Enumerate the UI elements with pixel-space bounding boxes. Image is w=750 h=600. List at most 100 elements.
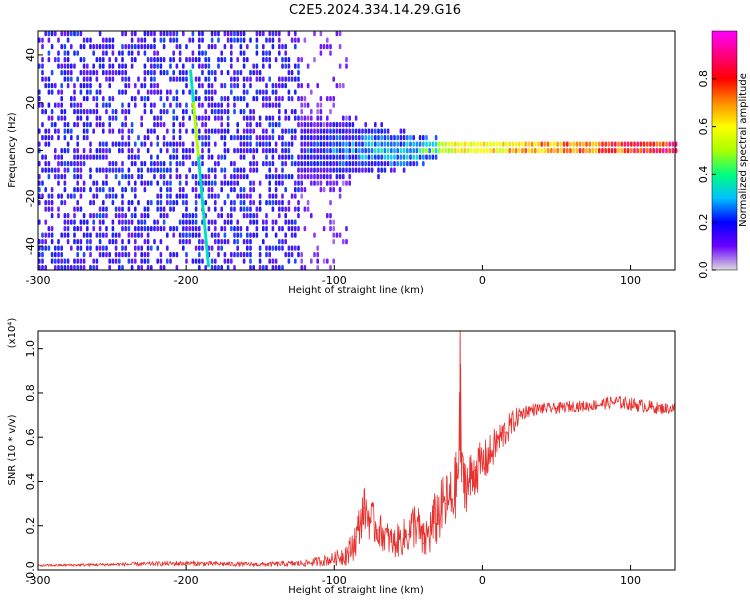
spectrogram-cell [73, 96, 76, 102]
spectrogram-y-axis-label: Frequency (Hz) [7, 112, 18, 188]
spectrogram-cell [220, 96, 223, 102]
spectrogram-cell [332, 219, 335, 225]
spectrogram-cell [153, 70, 156, 76]
spectrogram-cell [230, 200, 233, 206]
spectrogram-cell [98, 89, 102, 95]
spectrogram-cell [233, 206, 236, 212]
spectrogram-cell [239, 167, 243, 173]
spectrogram-cell [134, 252, 137, 258]
y-tick-label: 0.4 [24, 473, 37, 491]
spectrogram-cell [188, 232, 191, 238]
spectrogram-cell [335, 180, 339, 186]
spectrogram-cell [92, 50, 95, 56]
spectrogram-cell [287, 96, 291, 102]
spectrogram-streak-cell [192, 108, 196, 113]
spectrogram-cell [204, 135, 207, 141]
spectrogram-cell [50, 135, 54, 141]
spectrogram-cell [598, 148, 601, 154]
spectrogram-cell [332, 128, 335, 134]
spectrogram-cell [38, 265, 41, 271]
spectrogram-cell [236, 252, 239, 258]
spectrogram-cell [111, 258, 115, 264]
spectrogram-cell [361, 161, 364, 167]
spectrogram-cell [575, 148, 579, 154]
spectrogram-cell [76, 180, 79, 186]
spectrogram-cell [111, 161, 115, 167]
spectrogram-cell [188, 239, 191, 245]
spectrogram-cell [591, 148, 595, 154]
spectrogram-cell [150, 44, 153, 50]
spectrogram-cell [175, 63, 179, 69]
spectrogram-cell [262, 148, 265, 154]
spectrogram-cell [294, 31, 297, 37]
spectrogram-cell [594, 148, 598, 154]
snr-point [444, 503, 446, 505]
spectrogram-cell [342, 174, 345, 180]
spectrogram-cell [271, 102, 275, 108]
spectrogram-cell [233, 76, 236, 82]
spectrogram-cell [124, 31, 127, 37]
spectrogram-cell [66, 122, 70, 128]
spectrogram-cell [159, 37, 163, 43]
spectrogram-cell [102, 44, 105, 50]
spectrogram-cell [130, 44, 134, 50]
spectrogram-cell [57, 63, 60, 69]
spectrogram-cell [182, 115, 185, 121]
spectrogram-cell [306, 167, 310, 173]
spectrogram-cell [198, 245, 201, 251]
spectrogram-cell [300, 161, 303, 167]
spectrogram-cell [172, 252, 175, 258]
spectrogram-cell [44, 31, 47, 37]
spectrogram-cell [412, 141, 415, 147]
spectrogram-cell [409, 148, 412, 154]
spectrogram-cell [297, 154, 300, 160]
spectrogram-cell [153, 161, 156, 167]
spectrogram-cell [335, 83, 339, 89]
spectrogram-cell [124, 115, 127, 121]
spectrogram-cell [137, 154, 140, 160]
spectrogram-cell [316, 135, 319, 141]
spectrogram-cell [124, 70, 127, 76]
spectrogram-cell [47, 200, 51, 206]
spectrogram-cell [217, 193, 220, 199]
spectrogram-cell [95, 167, 99, 173]
spectrogram-cell [358, 154, 361, 160]
spectrogram-cell [121, 239, 124, 245]
spectrogram-cell [351, 122, 355, 128]
spectrogram-cell [95, 44, 99, 50]
spectrogram-cell [92, 128, 95, 134]
spectrogram-cell [310, 180, 313, 186]
spectrogram-cell [124, 245, 127, 251]
spectrogram-cell [201, 141, 204, 147]
spectrogram-cell [297, 167, 300, 173]
spectrogram-cell [191, 128, 195, 134]
spectrogram-cell [274, 174, 278, 180]
spectrogram-cell [166, 167, 169, 173]
spectrogram-cell [226, 239, 230, 245]
spectrogram-cell [89, 213, 92, 219]
spectrogram-cell [47, 193, 51, 199]
snr-point [422, 542, 424, 545]
spectrogram-cell [57, 37, 60, 43]
spectrogram-cell [76, 252, 79, 258]
y-tick-label: -20 [24, 189, 37, 207]
spectrogram-cell [118, 89, 121, 95]
spectrogram-cell [82, 128, 86, 134]
spectrogram-cell [54, 31, 57, 37]
spectrogram-cell [178, 141, 182, 147]
spectrogram-cell [178, 44, 182, 50]
spectrogram-cell [204, 174, 207, 180]
spectrogram-cell [623, 148, 627, 154]
spectrogram-cell [345, 154, 348, 160]
spectrogram-cell [127, 76, 131, 82]
spectrogram-cell [239, 96, 243, 102]
spectrogram-cell [236, 57, 239, 63]
spectrogram-cell [306, 128, 310, 134]
spectrogram-cell [198, 57, 201, 63]
spectrogram-cell [130, 122, 134, 128]
spectrogram-cell [332, 141, 335, 147]
spectrogram-cell [310, 122, 313, 128]
spectrogram-cell [662, 141, 665, 147]
spectrogram-cell [425, 148, 428, 154]
spectrogram-cell [191, 63, 195, 69]
